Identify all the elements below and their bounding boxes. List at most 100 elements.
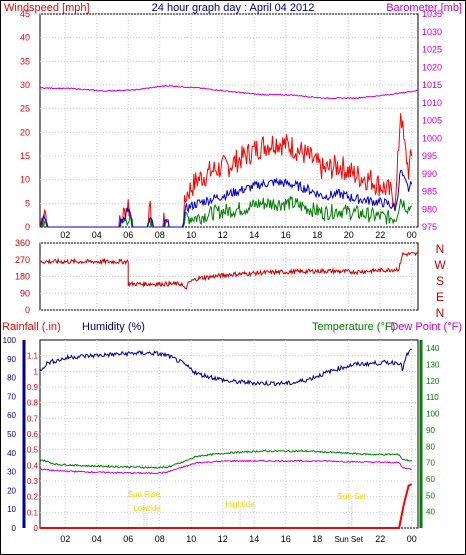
event-label: Sun Set <box>338 492 367 501</box>
direction-tick-label: 0 <box>25 305 30 315</box>
temp-tick-label: 100 <box>426 410 440 419</box>
temp-x-tick: 18 <box>312 534 322 544</box>
temp-x-tick: 22 <box>375 534 385 544</box>
baro-tick-label: 1015 <box>422 80 442 90</box>
baro-tick-label: 975 <box>422 222 437 232</box>
event-label: Lowtide <box>133 504 161 513</box>
wind-tick-label: 45 <box>20 9 30 19</box>
humidity-tick-label: 60 <box>7 411 16 420</box>
temp-tick-label: 50 <box>426 491 435 500</box>
temp-x-tick: 14 <box>249 534 259 544</box>
rain-tick-label: 0.1 <box>27 508 39 517</box>
temp-tick-label: 90 <box>426 426 435 435</box>
temp-x-tick: 02 <box>60 534 70 544</box>
rainfall-axis-label: Rainfall (.in) <box>2 321 61 333</box>
compass-label: N <box>436 242 445 256</box>
rain-tick-label: 0.5 <box>27 446 39 455</box>
temp-x-tick: 08 <box>155 534 165 544</box>
wind-tick-label: 40 <box>20 33 30 43</box>
compass-label: S <box>436 274 444 288</box>
event-label: Sun Rise <box>128 490 161 499</box>
baro-series-line <box>39 84 419 100</box>
compass-label: N <box>436 306 445 320</box>
wind-x-tick: 04 <box>92 230 102 240</box>
wind-tick-label: 5 <box>25 198 30 208</box>
wind-tick-label: 35 <box>20 56 30 66</box>
dewpoint-axis-label: Dew Point (°F) <box>390 321 462 333</box>
direction-tick-label: 360 <box>15 238 30 248</box>
wind-x-tick: 16 <box>281 230 291 240</box>
rain-tick-label: 0.2 <box>27 493 39 502</box>
wind-tick-label: 20 <box>20 127 30 137</box>
temperature-series-line <box>39 449 412 469</box>
barometer-axis-label: Barometer [mb] <box>386 2 462 14</box>
baro-tick-label: 1010 <box>422 98 442 108</box>
wind-tick-label: 0 <box>25 222 30 232</box>
temp-tick-label: 60 <box>426 475 435 484</box>
temp-x-tick: 06 <box>123 534 133 544</box>
baro-tick-label: 995 <box>422 151 437 161</box>
humidity-tick-label: 100 <box>3 336 17 345</box>
baro-tick-label: 1025 <box>422 45 442 55</box>
humidity-tick-label: 80 <box>7 374 16 383</box>
wind-x-tick: 14 <box>249 230 259 240</box>
temperature-axis-label: Temperature (°F) <box>312 321 395 333</box>
chart-title: 24 hour graph day : April 04 2012 <box>152 2 315 14</box>
humidity-tick-label: 10 <box>7 505 16 514</box>
humidity-tick-label: 90 <box>7 355 16 364</box>
temp-x-tick: 10 <box>186 534 196 544</box>
rain-tick-label: 0.6 <box>27 430 39 439</box>
compass-label: W <box>434 258 446 272</box>
baro-tick-label: 985 <box>422 187 437 197</box>
humidity-tick-label: 30 <box>7 468 16 477</box>
compass-label: E <box>436 290 444 304</box>
windspeed-axis-label: Windspeed [mph] <box>4 2 90 14</box>
temp-humidity-rain-panel: Sun Rise Lowtide Hightide Sun Set 0 0.1 0.2 0.… <box>3 336 440 544</box>
direction-tick-label: 90 <box>20 288 30 298</box>
temp-x-tick: 12 <box>218 534 228 544</box>
temp-tick-label: 110 <box>426 393 439 402</box>
rain-series-line <box>40 483 413 529</box>
dewpoint-series-line <box>39 459 412 475</box>
event-label: Hightide <box>225 500 255 509</box>
wind-x-tick: 10 <box>186 230 196 240</box>
baro-tick-label: 990 <box>422 169 437 179</box>
direction-tick-label: 270 <box>15 255 30 265</box>
temp-tick-label: 140 <box>426 344 440 353</box>
rain-tick-label: 0 <box>34 524 39 533</box>
temp-tick-label: 70 <box>426 459 435 468</box>
temp-x-tick: Sun Set <box>334 535 363 544</box>
temp-tick-label: 40 <box>426 508 435 517</box>
baro-tick-label: 1035 <box>422 9 442 19</box>
wind-x-tick: 08 <box>155 230 165 240</box>
baro-tick-label: 1020 <box>422 62 442 72</box>
wind-x-tick: 18 <box>312 230 322 240</box>
wind-x-tick: 20 <box>344 230 354 240</box>
rain-tick-label: 1 <box>34 367 39 376</box>
rain-tick-label: 0.4 <box>27 461 39 470</box>
temp-x-tick: 04 <box>92 534 102 544</box>
humidity-tick-label: 50 <box>7 430 16 439</box>
temp-tick-label: 130 <box>426 361 440 370</box>
temp-tick-label: 80 <box>426 442 435 451</box>
temp-x-tick: 16 <box>281 534 291 544</box>
wind-tick-label: 25 <box>20 104 30 114</box>
baro-tick-label: 980 <box>422 204 437 214</box>
wind-tick-label: 15 <box>20 151 30 161</box>
humidity-axis-label: Humidity (%) <box>82 321 145 333</box>
humidity-tick-label: 40 <box>7 449 16 458</box>
direction-tick-label: 180 <box>15 272 30 282</box>
baro-tick-label: 1030 <box>422 27 442 37</box>
temp-tick-label: 120 <box>426 377 440 386</box>
humidity-series-line <box>39 348 412 387</box>
wind-x-tick: 22 <box>375 230 385 240</box>
wind-x-tick: 02 <box>60 230 70 240</box>
wind-tick-label: 30 <box>20 80 30 90</box>
rain-tick-label: 1.1 <box>27 352 39 361</box>
baro-tick-label: 1000 <box>422 133 442 143</box>
rain-tick-label: 0.9 <box>27 383 39 392</box>
